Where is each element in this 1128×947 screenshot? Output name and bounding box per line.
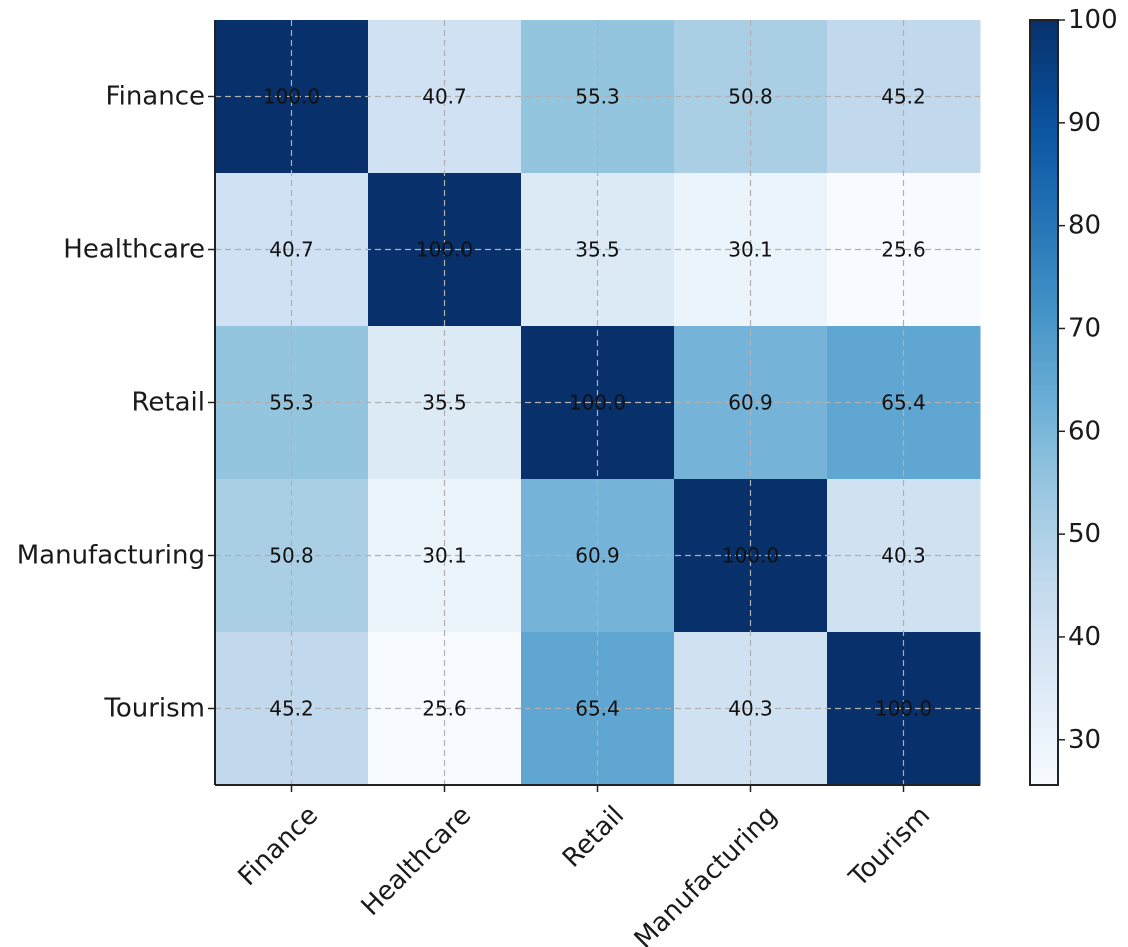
x-tick-label: Manufacturing xyxy=(629,800,783,947)
cell-value-label: 100.0 xyxy=(263,85,320,109)
cell-value-label: 100.0 xyxy=(416,238,473,262)
colorbar-tick-label: 70 xyxy=(1068,313,1101,343)
colorbar-gradient-bar xyxy=(1029,19,1059,786)
heatmap-cell xyxy=(827,632,981,786)
cell-labels-layer: 100.0 40.7 55.3 50.8 45.2 40.7 100.0 35.5 30.1 25… xyxy=(263,85,932,721)
cell-value-label: 30.1 xyxy=(728,238,773,262)
x-tick-label: Healthcare xyxy=(356,800,477,921)
cell-value-label: 40.7 xyxy=(422,85,467,109)
cell-value-label: 25.6 xyxy=(881,238,926,262)
cell-value-label: 25.6 xyxy=(422,697,467,721)
colorbar-tick-label: 50 xyxy=(1068,519,1101,549)
cell-value-label: 100.0 xyxy=(875,697,932,721)
cell-value-label: 35.5 xyxy=(422,391,467,415)
cell-value-label: 45.2 xyxy=(881,85,926,109)
cell-value-label: 60.9 xyxy=(728,391,773,415)
cell-value-label: 100.0 xyxy=(722,544,779,568)
y-tick-label: Healthcare xyxy=(63,235,205,265)
colorbar-tick-label: 30 xyxy=(1068,725,1101,755)
cell-value-label: 60.9 xyxy=(575,544,620,568)
cell-value-label: 40.3 xyxy=(728,697,773,721)
cell-value-label: 55.3 xyxy=(269,391,314,415)
cell-value-label: 40.3 xyxy=(881,544,926,568)
y-tick-label: Manufacturing xyxy=(17,541,205,571)
x-tick-label: Tourism xyxy=(843,800,936,893)
cell-value-label: 65.4 xyxy=(881,391,926,415)
cell-value-label: 100.0 xyxy=(569,391,626,415)
cell-value-label: 55.3 xyxy=(575,85,620,109)
x-tick-label: Retail xyxy=(557,800,630,873)
colorbar-tick-label: 60 xyxy=(1068,416,1101,446)
colorbar-tick-label: 40 xyxy=(1068,622,1101,652)
colorbar-tick-label: 90 xyxy=(1068,108,1101,138)
x-tick-label: Finance xyxy=(233,800,325,892)
cell-value-label: 65.4 xyxy=(575,697,620,721)
colorbar-tick-label: 80 xyxy=(1068,211,1101,241)
colorbar-tick-label: 100 xyxy=(1068,5,1118,35)
cell-value-label: 40.7 xyxy=(269,238,314,262)
cell-value-label: 50.8 xyxy=(728,85,773,109)
grid-layer xyxy=(215,20,980,785)
cell-value-label: 45.2 xyxy=(269,697,314,721)
cell-value-label: 30.1 xyxy=(422,544,467,568)
cell-value-label: 50.8 xyxy=(269,544,314,568)
cell-value-label: 35.5 xyxy=(575,238,620,262)
y-tick-label: Tourism xyxy=(103,694,205,724)
y-tick-label: Retail xyxy=(132,388,205,418)
y-tick-label: Finance xyxy=(106,82,205,112)
colorbar: 30 40 50 60 70 80 90 100 xyxy=(1029,5,1118,786)
